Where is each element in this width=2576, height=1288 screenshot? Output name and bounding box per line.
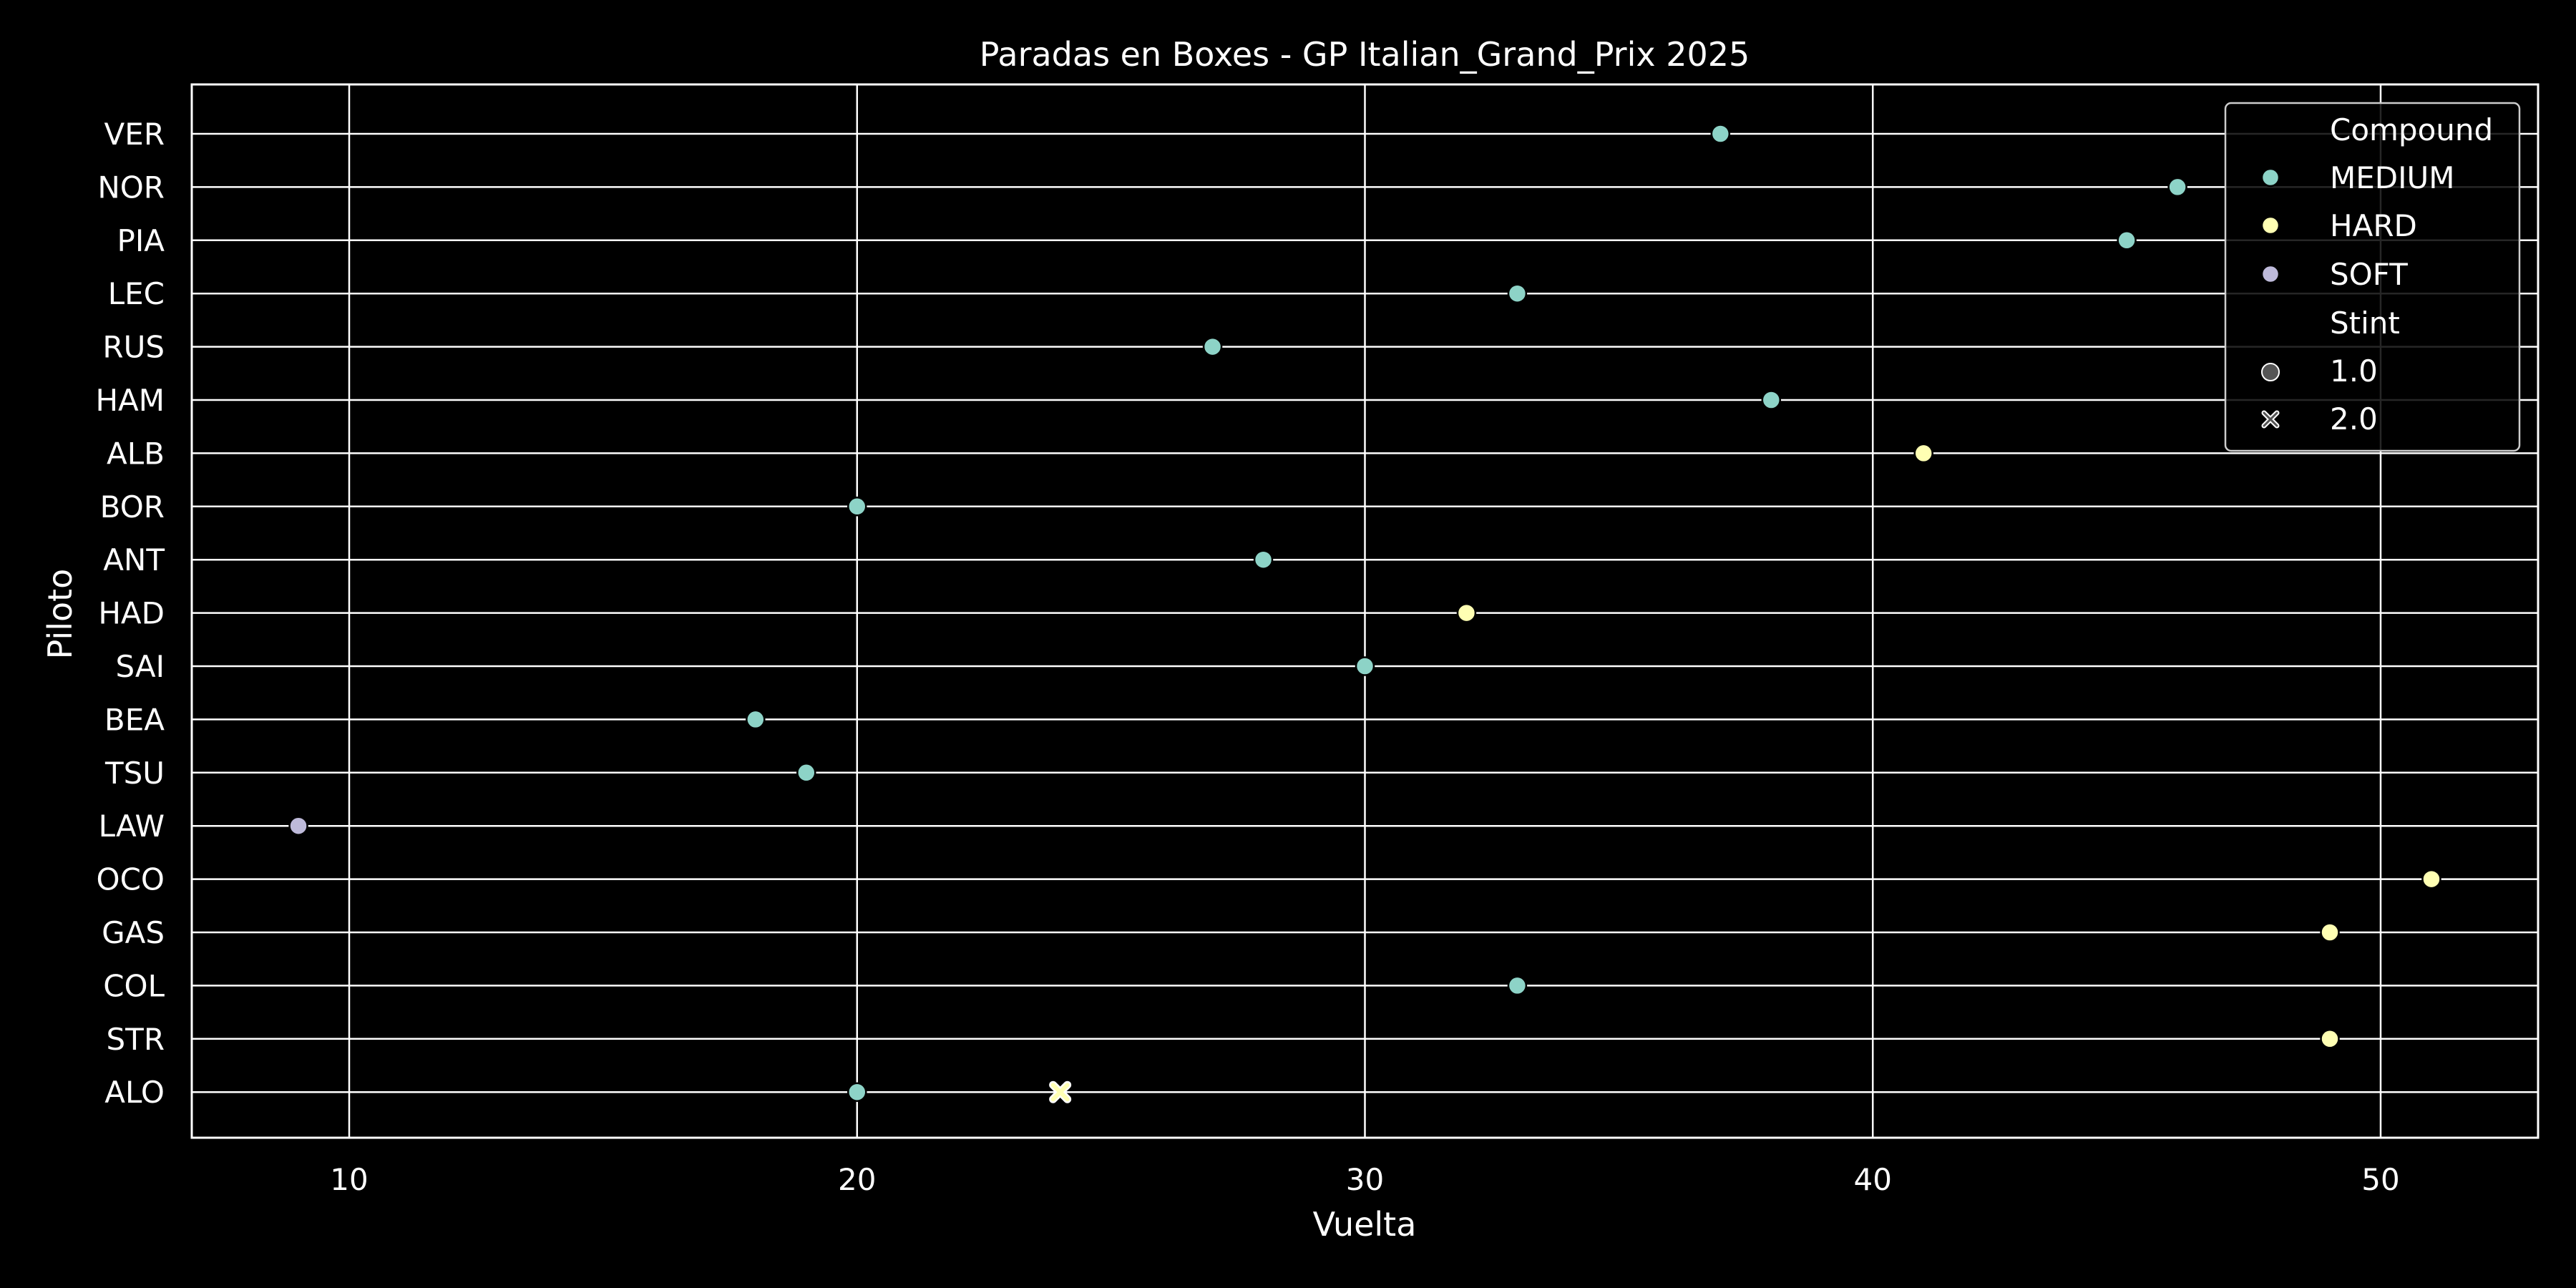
point-alb-lap-41 [1913, 443, 1933, 464]
legend-label-stint-1: 1.0 [2330, 353, 2378, 389]
legend-item-medium: MEDIUM [2260, 160, 2454, 195]
legend-box [2224, 102, 2521, 452]
point-ham-lap-38 [1761, 390, 1782, 410]
y-tick-label-oco: OCO [97, 862, 165, 897]
x-tick-label-50: 50 [2361, 1162, 2399, 1197]
y-axis-ticks: VER NOR PIA LEC RUS HAM ALB BOR ANT HAD SAI BEA TSU L… [95, 117, 165, 1110]
point-had-lap-32 [1456, 602, 1477, 623]
x-tick-label-20: 20 [838, 1162, 876, 1197]
point-sai-lap-30 [1355, 656, 1375, 676]
legend-label-stint-2: 2.0 [2330, 401, 2378, 436]
point-nor-lap-46 [2167, 177, 2187, 197]
legend-style-title: Stint [2330, 306, 2400, 341]
point-oco-lap-51 [2421, 869, 2441, 889]
point-str-lap-49 [2320, 1029, 2340, 1049]
y-tick-label-ham: HAM [95, 383, 165, 418]
legend-label-medium: MEDIUM [2330, 160, 2454, 195]
point-ant-lap-28 [1253, 550, 1274, 570]
y-tick-label-lec: LEC [108, 276, 165, 311]
x-tick-label-10: 10 [330, 1162, 368, 1197]
point-pia-lap-45 [2117, 230, 2137, 250]
point-law-lap-9 [288, 816, 308, 836]
point-alo-lap-20 [847, 1082, 867, 1102]
point-bor-lap-20 [847, 497, 867, 517]
x-tick-label-40: 40 [1854, 1162, 1892, 1197]
point-gas-lap-49 [2320, 922, 2340, 942]
grid-lines [192, 84, 2538, 1138]
chart-title: Paradas en Boxes - GP Italian_Grand_Prix… [980, 35, 1750, 74]
point-alo-lap-24-fill [1050, 1083, 1070, 1102]
data-points [288, 124, 2441, 1103]
legend-marker-circle [2261, 363, 2280, 381]
y-tick-label-ant: ANT [103, 542, 165, 577]
y-tick-label-sai: SAI [115, 649, 165, 684]
y-tick-label-alb: ALB [107, 436, 165, 471]
point-lec-lap-33 [1507, 283, 1528, 303]
y-tick-label-alo: ALO [104, 1075, 165, 1110]
legend-label-soft: SOFT [2330, 257, 2408, 292]
point-alo-lap-24 [1049, 1080, 1072, 1103]
point-tsu-lap-19 [796, 763, 816, 783]
plot-frame [190, 83, 2540, 1139]
legend-label-hard: HARD [2330, 208, 2417, 243]
legend-marker-medium [2260, 167, 2280, 187]
y-tick-label-str: STR [107, 1022, 165, 1057]
x-axis-label: Vuelta [1313, 1205, 1417, 1244]
legend-marker-x-inner [2263, 411, 2278, 427]
y-tick-label-law: LAW [99, 809, 165, 844]
legend-item-stint-1: 1.0 [2261, 353, 2378, 389]
y-tick-label-tsu: TSU [104, 756, 165, 791]
legend-marker-hard [2260, 215, 2280, 235]
x-axis-ticks: 10 20 30 40 50 [330, 1162, 2399, 1197]
point-rus-lap-27 [1202, 336, 1223, 357]
y-tick-label-col: COL [103, 968, 165, 1003]
legend: Compound MEDIUM HARD SOFT Stint 1.0 2.0 [2224, 102, 2521, 452]
y-tick-label-had: HAD [98, 596, 165, 631]
legend-item-soft: SOFT [2260, 257, 2408, 292]
y-tick-label-pia: PIA [117, 223, 165, 258]
y-tick-label-gas: GAS [102, 915, 165, 950]
y-axis-label: Piloto [41, 569, 79, 660]
y-tick-label-rus: RUS [102, 330, 165, 365]
y-tick-label-ver: VER [104, 117, 165, 152]
legend-marker-soft [2260, 264, 2280, 284]
point-bea-lap-18 [746, 709, 766, 730]
legend-hue-title: Compound [2330, 112, 2493, 147]
legend-item-stint-2: 2.0 [2261, 401, 2378, 436]
y-tick-label-bea: BEA [104, 702, 165, 737]
y-tick-label-bor: BOR [100, 489, 165, 525]
x-tick-label-30: 30 [1346, 1162, 1384, 1197]
point-col-lap-33 [1507, 975, 1528, 996]
y-tick-label-nor: NOR [97, 170, 165, 205]
point-ver-lap-37 [1710, 124, 1731, 144]
legend-item-hard: HARD [2260, 208, 2417, 243]
